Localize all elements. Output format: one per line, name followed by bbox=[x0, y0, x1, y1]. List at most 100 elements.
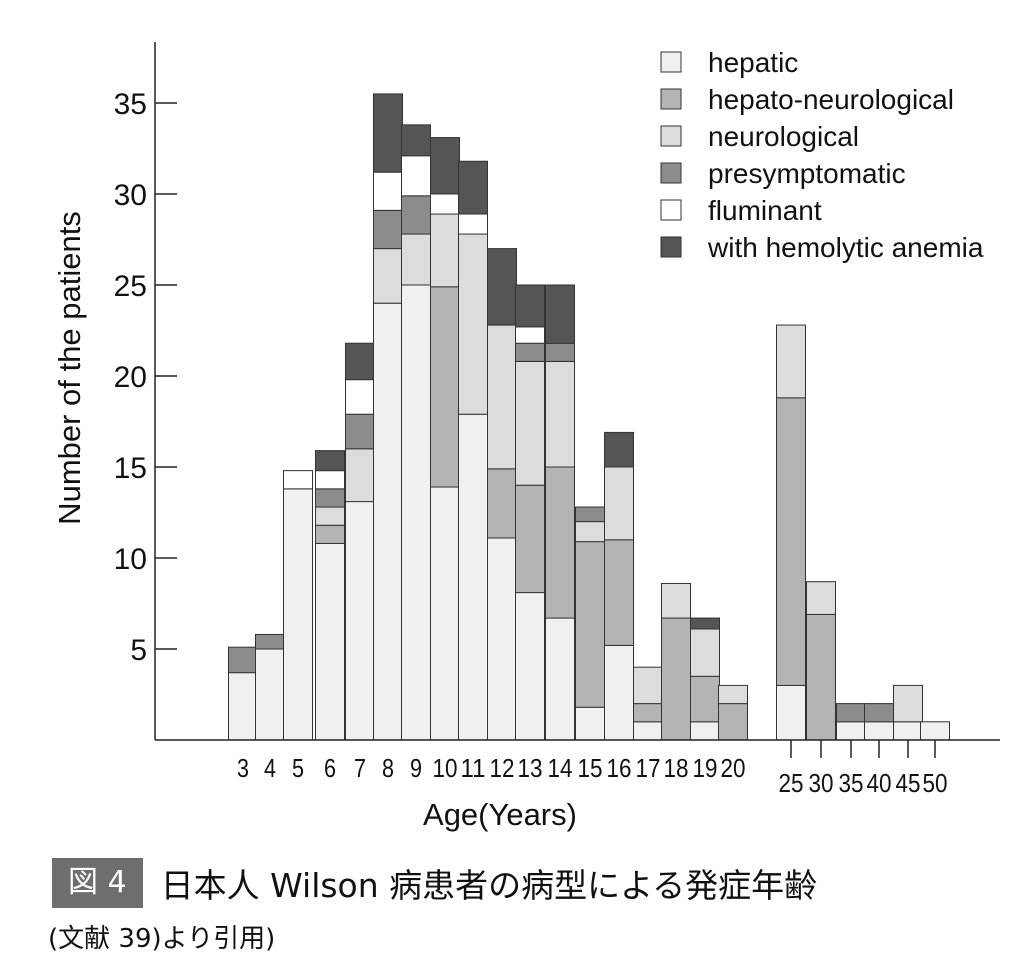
y-tick-label-10: 10 bbox=[114, 543, 147, 576]
bar-segment-7-series-4 bbox=[345, 379, 375, 415]
bar-segment-35-series-3 bbox=[836, 703, 866, 723]
bar-segment-25-series-2 bbox=[776, 324, 806, 399]
bar-segment-19-series-2 bbox=[690, 628, 720, 677]
x-tick-label-13: 13 bbox=[518, 753, 543, 783]
bar-segment-5-series-0 bbox=[283, 488, 313, 741]
bar-segment-30-series-1 bbox=[806, 613, 836, 741]
bar-segment-12-series-2 bbox=[487, 324, 517, 470]
legend-label-1: hepato-neurological bbox=[708, 84, 954, 115]
bar-segment-16-series-2 bbox=[604, 466, 634, 541]
bar-segment-40-series-3 bbox=[864, 703, 894, 723]
bar-segment-9-series-4 bbox=[401, 155, 431, 197]
bar-segment-45-series-2 bbox=[893, 684, 923, 723]
bar-segment-15-series-3 bbox=[575, 506, 605, 523]
bar-segment-6-series-2 bbox=[315, 506, 345, 526]
bar-segment-9-series-2 bbox=[401, 233, 431, 286]
bar-segment-12-series-1 bbox=[487, 468, 517, 539]
x-tick-label-3: 3 bbox=[237, 753, 249, 783]
bar-segment-50-series-0 bbox=[920, 721, 950, 741]
bar-segment-18-series-1 bbox=[661, 617, 691, 741]
bars-layer bbox=[228, 93, 950, 741]
bar-segment-19-series-1 bbox=[690, 675, 720, 723]
x-tick-label-19: 19 bbox=[693, 753, 718, 783]
bar-segment-3-series-0 bbox=[228, 672, 258, 741]
bar-segment-14-series-0 bbox=[545, 617, 575, 741]
x-tick-label-14: 14 bbox=[548, 753, 573, 783]
bar-segment-6-series-0 bbox=[315, 542, 345, 741]
bar-segment-14-series-2 bbox=[545, 360, 575, 468]
bar-segment-19-series-5 bbox=[690, 617, 720, 630]
bar-segment-10-series-5 bbox=[430, 137, 460, 195]
figure-source-note: (文献 39)より引用) bbox=[48, 924, 276, 954]
bar-segment-8-series-2 bbox=[373, 248, 403, 304]
x-tick-label-30: 30 bbox=[809, 768, 834, 798]
bar-segment-13-series-2 bbox=[515, 360, 545, 486]
bar-segment-10-series-0 bbox=[430, 486, 460, 741]
bar-segment-35-series-0 bbox=[836, 721, 866, 741]
x-axis-title: Age(Years) bbox=[423, 797, 577, 832]
bar-segment-9-series-0 bbox=[401, 284, 431, 741]
x-tick-label-18: 18 bbox=[664, 753, 689, 783]
figure-title: 日本人 Wilson 病患者の病型による発症年齢 bbox=[160, 866, 818, 905]
bar-segment-13-series-5 bbox=[515, 284, 545, 328]
bar-segment-16-series-1 bbox=[604, 539, 634, 646]
y-ticks: 5 10 15 20 25 30 35 bbox=[114, 88, 177, 667]
bar-segment-6-series-1 bbox=[315, 524, 345, 544]
bar-segment-10-series-4 bbox=[430, 193, 460, 215]
bar-segment-45-series-0 bbox=[893, 721, 923, 741]
x-tick-label-40: 40 bbox=[867, 768, 892, 798]
bar-segment-14-series-3 bbox=[545, 342, 575, 362]
bar-segment-5-series-4 bbox=[283, 470, 313, 490]
y-axis-title: Number of the patients bbox=[52, 211, 87, 525]
bar-segment-13-series-4 bbox=[515, 326, 545, 344]
x-tick-label-16: 16 bbox=[607, 753, 632, 783]
x-tick-label-9: 9 bbox=[410, 753, 422, 783]
bar-segment-8-series-4 bbox=[373, 171, 403, 211]
x-tick-label-20: 20 bbox=[721, 753, 746, 783]
bar-segment-7-series-3 bbox=[345, 413, 375, 450]
legend-swatch-0 bbox=[660, 51, 682, 73]
bar-segment-3-series-3 bbox=[228, 646, 258, 674]
bar-segment-8-series-3 bbox=[373, 209, 403, 250]
legend-swatch-4 bbox=[660, 199, 682, 221]
bar-segment-8-series-0 bbox=[373, 302, 403, 741]
bar-segment-11-series-5 bbox=[458, 160, 488, 215]
bar-segment-20-series-1 bbox=[718, 703, 748, 741]
x-tick-label-45: 45 bbox=[896, 768, 921, 798]
bar-segment-11-series-2 bbox=[458, 233, 488, 415]
legend-label-4: fluminant bbox=[708, 195, 822, 226]
bar-segment-30-series-2 bbox=[806, 581, 836, 615]
bar-segment-25-series-1 bbox=[776, 397, 806, 686]
bar-segment-15-series-2 bbox=[575, 521, 605, 543]
bar-segment-7-series-2 bbox=[345, 448, 375, 503]
x-tick-label-17: 17 bbox=[636, 753, 661, 783]
x-tick-label-4: 4 bbox=[264, 753, 276, 783]
bar-segment-12-series-5 bbox=[487, 248, 517, 326]
x-tick-label-15: 15 bbox=[578, 753, 603, 783]
bar-segment-10-series-2 bbox=[430, 213, 460, 288]
bar-segment-10-series-1 bbox=[430, 286, 460, 488]
x-tick-label-10: 10 bbox=[433, 753, 458, 783]
bar-segment-17-series-2 bbox=[633, 666, 663, 705]
bar-segment-8-series-5 bbox=[373, 93, 403, 173]
bar-segment-13-series-3 bbox=[515, 342, 545, 362]
bar-segment-20-series-2 bbox=[718, 684, 748, 705]
bar-segment-9-series-3 bbox=[401, 195, 431, 235]
x-ticks: 3 4 5 6 7 8 9 10 11 12 13 14 15 16 17 18 19 20 25 30 35 40 45 5… bbox=[237, 740, 948, 798]
bar-segment-12-series-0 bbox=[487, 537, 517, 741]
y-tick-label-20: 20 bbox=[114, 361, 147, 394]
bar-segment-7-series-0 bbox=[345, 501, 375, 741]
bar-segment-40-series-0 bbox=[864, 721, 894, 741]
x-tick-label-12: 12 bbox=[490, 753, 515, 783]
legend-label-5: with hemolytic anemia bbox=[707, 232, 984, 263]
x-tick-label-11: 11 bbox=[461, 753, 486, 783]
bar-segment-25-series-0 bbox=[776, 684, 806, 741]
bar-segment-17-series-0 bbox=[633, 721, 663, 741]
legend-label-2: neurological bbox=[708, 121, 859, 152]
y-tick-label-15: 15 bbox=[114, 452, 147, 485]
bar-segment-11-series-0 bbox=[458, 413, 488, 741]
x-tick-label-35: 35 bbox=[839, 768, 864, 798]
legend-swatch-2 bbox=[660, 125, 682, 147]
bar-segment-17-series-1 bbox=[633, 703, 663, 723]
